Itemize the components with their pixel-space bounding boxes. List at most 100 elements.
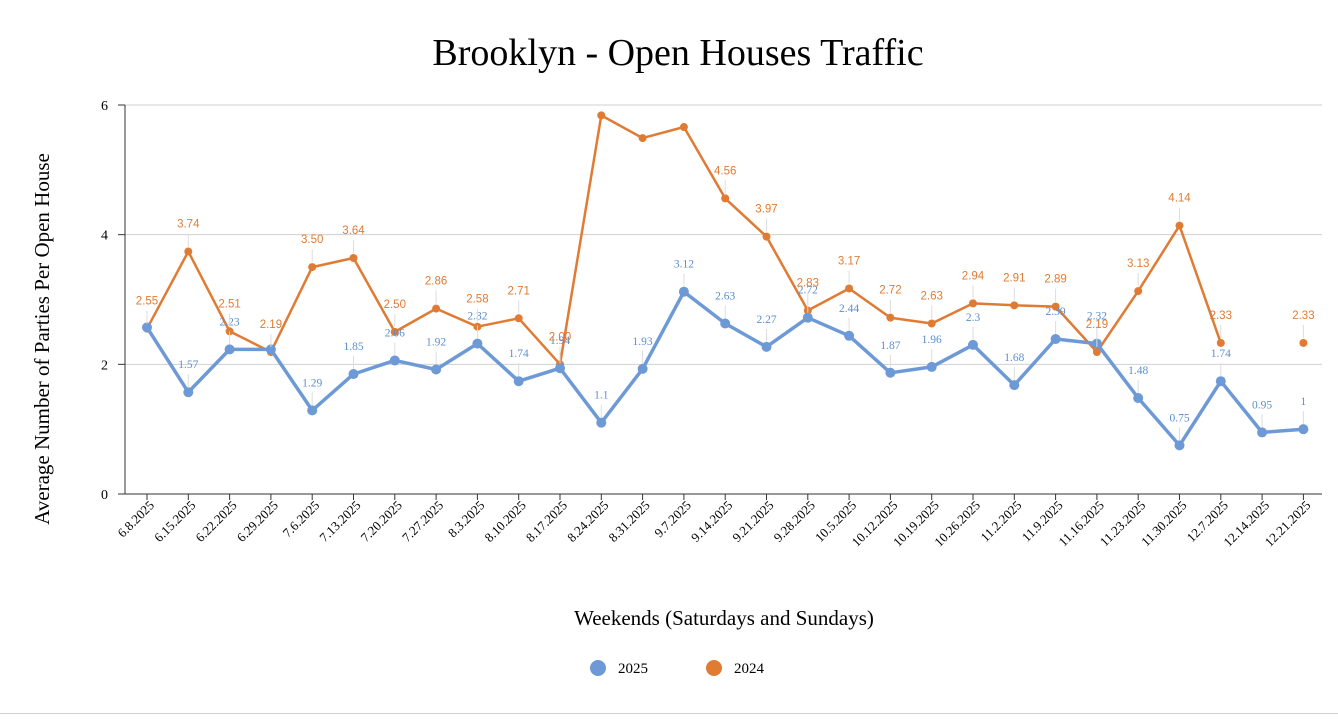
data-point-2025 — [968, 339, 978, 350]
legend-label-2025: 2025 — [618, 661, 648, 677]
data-label-2025: 2.44 — [839, 303, 859, 315]
data-label-2025: 1.93 — [633, 336, 653, 348]
data-point-2024 — [514, 314, 523, 323]
data-label-2025: 2.39 — [1046, 306, 1066, 318]
data-point-2024 — [638, 134, 647, 143]
x-tick-label: 8.31.2025 — [605, 498, 652, 545]
data-label-2025: 1.48 — [1128, 365, 1148, 377]
data-point-2025 — [720, 318, 731, 329]
data-label-2024: 2.00 — [549, 331, 571, 343]
data-point-2025 — [1050, 334, 1061, 345]
y-tick-label: 0 — [101, 488, 108, 503]
data-point-2024 — [308, 263, 317, 272]
data-point-2025 — [142, 322, 152, 333]
data-label-2024: 2.71 — [508, 285, 530, 297]
data-label-2025: 2.32 — [1087, 311, 1107, 323]
x-tick-label: 7.13.2025 — [316, 498, 363, 545]
x-tick-label: 8.10.2025 — [481, 498, 528, 545]
data-label-2025: 1.74 — [1211, 348, 1231, 360]
data-point-2024 — [184, 247, 193, 256]
data-label-2024: 2.94 — [962, 270, 985, 282]
data-point-2024 — [845, 284, 854, 293]
x-tick-label: 11.30.2025 — [1138, 498, 1190, 550]
data-point-2025 — [885, 367, 896, 378]
data-label-2024: 4.14 — [1168, 193, 1191, 205]
data-point-2025 — [307, 405, 318, 416]
y-tick-label: 2 — [101, 358, 108, 373]
data-label-2024: 3.97 — [755, 204, 777, 216]
data-label-2025: 1.57 — [178, 359, 198, 371]
data-label-2024: 2.83 — [797, 278, 819, 290]
data-point-2025 — [265, 344, 276, 355]
data-label-2024: 2.19 — [1086, 319, 1108, 331]
data-point-2025 — [1298, 424, 1309, 435]
data-label-2024: 3.50 — [301, 234, 323, 246]
data-label-2025: 1 — [1301, 396, 1307, 408]
data-point-2025 — [389, 355, 400, 366]
x-tick-label: 8.17.2025 — [523, 498, 570, 545]
data-label-2025: 1.87 — [880, 340, 900, 352]
data-point-2025 — [555, 363, 565, 374]
x-tick-label: 7.20.2025 — [358, 498, 405, 545]
x-tick-label: 8.24.2025 — [564, 498, 611, 545]
data-point-2025 — [183, 387, 194, 398]
data-label-2024: 2.58 — [466, 294, 488, 306]
x-tick-label: 6.29.2025 — [234, 498, 281, 545]
data-label-2024: 2.89 — [1044, 274, 1066, 286]
data-label-2024: 2.86 — [425, 276, 447, 288]
data-label-2025: 2.06 — [385, 327, 405, 339]
y-axis-title: Average Number of Parties Per Open House — [30, 153, 54, 525]
data-point-2025 — [472, 338, 483, 349]
data-point-2025 — [761, 341, 772, 352]
x-tick-label: 11.2.2025 — [977, 498, 1024, 545]
data-point-2024 — [886, 313, 895, 322]
data-label-2024: 3.64 — [342, 225, 365, 237]
y-tick-label: 4 — [101, 229, 108, 244]
data-label-2025: 1.68 — [1004, 352, 1024, 364]
data-label-2024: 2.50 — [384, 299, 406, 311]
data-label-2025: 0.95 — [1252, 399, 1272, 411]
legend-marker-2025 — [590, 660, 606, 676]
y-tick-label: 6 — [101, 99, 108, 114]
bottom-divider — [0, 713, 1338, 719]
data-point-2025 — [678, 286, 689, 297]
data-point-2025 — [926, 361, 937, 372]
data-point-2024 — [1175, 221, 1184, 230]
data-label-2024: 3.17 — [838, 255, 860, 267]
gridlines — [125, 104, 1322, 365]
x-tick-label: 9.28.2025 — [771, 498, 818, 545]
data-label-2024: 2.33 — [1210, 310, 1232, 322]
data-point-2024 — [1092, 348, 1101, 357]
legend-label-2024: 2024 — [734, 661, 765, 677]
data-label-2025: 2.63 — [715, 290, 735, 302]
data-point-2024 — [1051, 302, 1060, 311]
data-label-2024: 2.72 — [879, 285, 901, 297]
data-point-2024 — [1010, 301, 1019, 310]
data-point-2025 — [1174, 440, 1185, 451]
data-label-2025: 1.94 — [550, 335, 570, 347]
data-point-2024 — [1299, 338, 1308, 347]
data-label-2025: 3.12 — [674, 259, 694, 271]
data-label-2025: 2.72 — [798, 285, 818, 297]
data-label-2025: 0.75 — [1169, 412, 1189, 424]
data-labels: 1.572.231.291.852.061.922.321.741.941.11… — [136, 165, 1315, 441]
data-point-2025 — [431, 364, 442, 375]
data-point-2025 — [513, 376, 524, 387]
data-label-2025: 2.3 — [966, 312, 981, 324]
data-point-2024 — [1134, 287, 1143, 296]
legend-marker-2024 — [706, 660, 722, 676]
data-point-2024 — [721, 194, 730, 203]
data-point-2024 — [969, 299, 977, 308]
x-tick-label: 7.27.2025 — [399, 498, 446, 545]
data-label-2025: 1.1 — [594, 390, 609, 402]
data-label-2025: 2.27 — [756, 314, 776, 326]
data-label-2024: 2.51 — [218, 298, 240, 310]
data-point-2025 — [1133, 393, 1144, 404]
data-point-2025 — [1257, 427, 1268, 438]
data-point-2025 — [224, 344, 235, 355]
x-tick-label: 6.15.2025 — [151, 498, 198, 545]
data-point-2025 — [802, 312, 813, 323]
data-label-2024: 4.56 — [714, 165, 736, 177]
data-label-2024: 2.55 — [136, 296, 158, 308]
